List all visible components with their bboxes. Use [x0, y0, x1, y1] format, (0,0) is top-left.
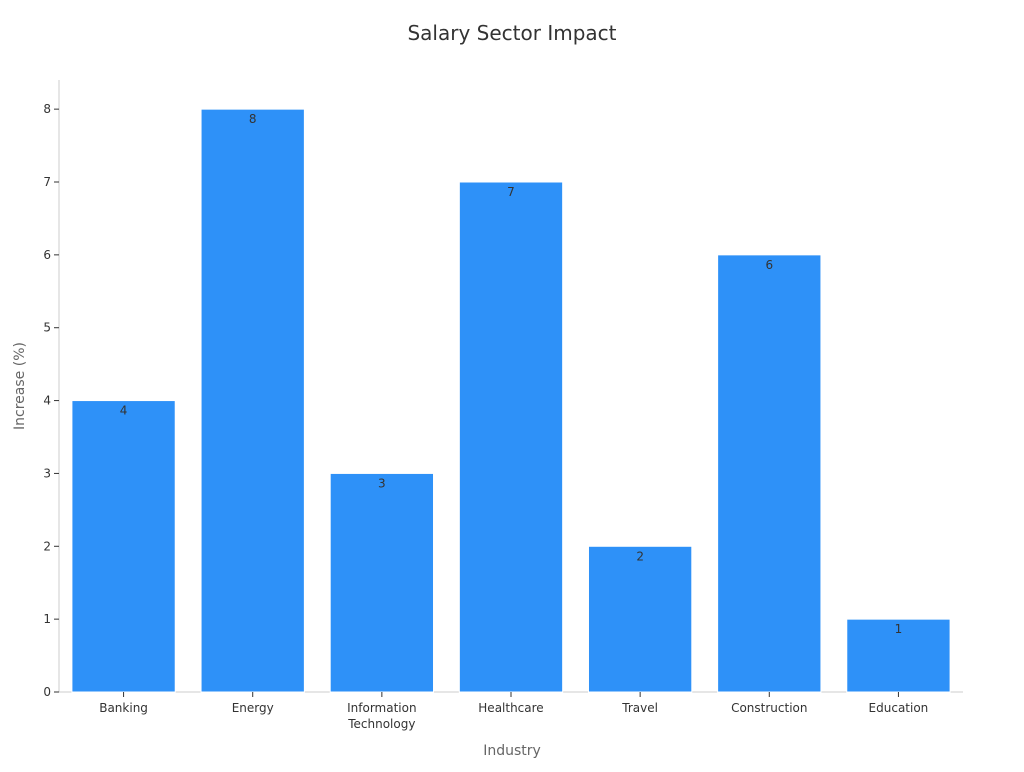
- y-tick-label: 1: [43, 612, 51, 626]
- y-tick-label: 3: [43, 466, 51, 480]
- y-tick-label: 6: [43, 248, 51, 262]
- data-label: 1: [895, 622, 903, 636]
- data-label: 2: [636, 549, 644, 563]
- x-tick-label: Education: [869, 701, 929, 715]
- x-tick-label: Energy: [232, 701, 274, 715]
- y-tick-label: 7: [43, 175, 51, 189]
- x-tick-label: Technology: [347, 717, 415, 731]
- x-axis-label: Industry: [483, 743, 541, 759]
- x-tick-label: Construction: [731, 701, 807, 715]
- y-tick-label: 8: [43, 102, 51, 116]
- data-label: 8: [249, 112, 257, 126]
- data-label: 7: [507, 185, 515, 199]
- y-axis-label: Increase (%): [12, 342, 28, 430]
- data-label: 3: [378, 476, 386, 490]
- x-tick-label: Healthcare: [478, 701, 543, 715]
- bar: [587, 545, 693, 693]
- plot-area: 0 1 2 3 4 5 6 7 8 4 Banking 8 Energy 3 Information Tech…: [43, 80, 963, 731]
- chart-title: Salary Sector Impact: [407, 21, 616, 45]
- y-tick-label: 4: [43, 394, 51, 408]
- data-label: 6: [765, 258, 773, 272]
- bar: [458, 181, 564, 693]
- bar: [200, 108, 305, 693]
- bar: [717, 254, 822, 693]
- y-tick-label: 2: [43, 539, 51, 553]
- x-tick-label: Information: [347, 701, 416, 715]
- x-tick-label: Banking: [99, 701, 148, 715]
- x-tick-label: Travel: [621, 701, 658, 715]
- y-tick-label: 5: [43, 321, 51, 335]
- bar: [71, 400, 176, 693]
- y-tick-label: 0: [43, 685, 51, 699]
- bar: [329, 472, 435, 693]
- bar: [846, 618, 951, 693]
- data-label: 4: [120, 404, 128, 418]
